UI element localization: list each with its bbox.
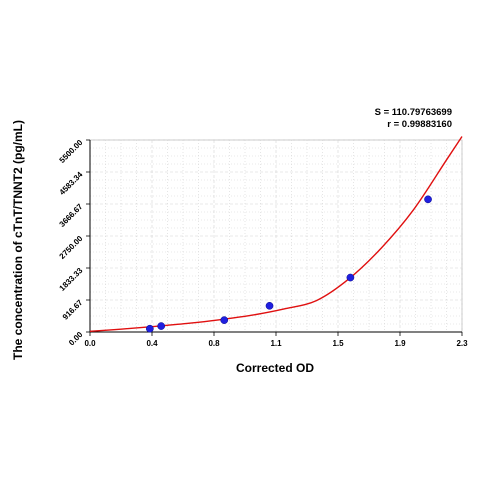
fit-curve-layer bbox=[89, 136, 463, 333]
data-point bbox=[424, 195, 432, 204]
x-tick-label: 0.0 bbox=[84, 339, 96, 348]
grid bbox=[89, 139, 463, 333]
fit-curve-line bbox=[89, 136, 463, 333]
data-points bbox=[145, 195, 432, 333]
x-tick-label: 1.1 bbox=[270, 339, 282, 348]
x-axis-title: Corrected OD bbox=[236, 361, 314, 375]
data-point bbox=[346, 273, 355, 282]
y-tick-label: 4583.34 bbox=[58, 170, 85, 197]
fit-statistics: S = 110.79763699 r = 0.99883160 bbox=[375, 107, 452, 131]
x-tick-label: 2.3 bbox=[456, 339, 468, 348]
data-point bbox=[157, 322, 166, 330]
y-tick-label: 3666.67 bbox=[58, 202, 85, 229]
y-axis-title: The concentration of cTnT/TNNT2 (pg/mL) bbox=[11, 120, 25, 360]
r-value-text: r = 0.99883160 bbox=[387, 119, 452, 130]
s-value-text: S = 110.79763699 bbox=[374, 107, 452, 118]
y-tick-label: 1833.33 bbox=[58, 266, 85, 293]
data-point bbox=[220, 316, 229, 324]
data-point bbox=[145, 324, 154, 333]
data-point bbox=[265, 301, 274, 310]
y-tick-label: 5500.00 bbox=[58, 138, 85, 165]
y-tick-label: 2750.00 bbox=[58, 234, 85, 261]
x-tick-label: 0.4 bbox=[146, 339, 158, 348]
y-tick-label: 0.00 bbox=[67, 330, 85, 348]
y-tick-label: 916.67 bbox=[61, 298, 85, 322]
x-tick-label: 1.9 bbox=[394, 339, 406, 348]
axes bbox=[86, 139, 463, 336]
x-tick-label: 0.8 bbox=[208, 339, 220, 348]
x-tick-label: 1.5 bbox=[332, 339, 344, 348]
